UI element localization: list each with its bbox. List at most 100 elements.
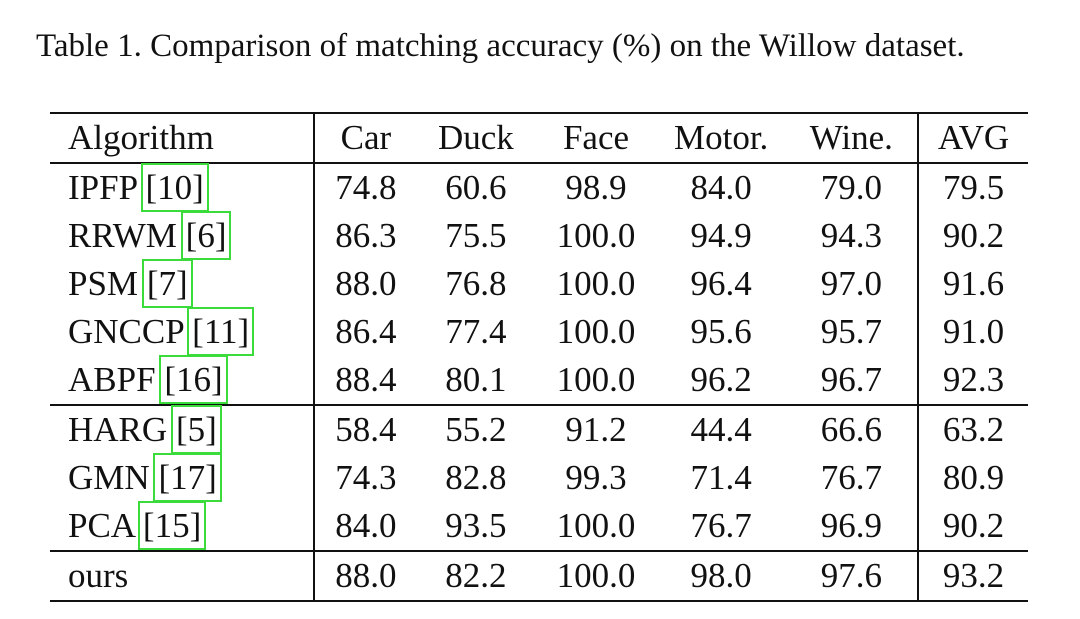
algorithm-name: IPFP [68,168,137,207]
table-group-graph-matching: IPFP [10] 74.8 60.6 98.9 84.0 79.0 79.5 … [50,163,1028,405]
value-cell: 100.0 [556,312,636,351]
table-row: ours 88.0 82.2 100.0 98.0 97.6 93.2 [50,551,1028,601]
table-row: PCA [15] 84.0 93.5 100.0 76.7 96.9 90.2 [50,501,1028,551]
table-row: RRWM [6] 86.3 75.5 100.0 94.9 94.3 90.2 [50,211,1028,260]
algorithm-cell: ours [50,551,316,601]
value-cell: 76.7 [820,458,882,497]
value-cell: 71.4 [690,458,752,497]
citation-link[interactable]: [11] [187,307,255,356]
value-cell: 100.0 [556,216,636,255]
value-cell: 86.4 [335,312,397,351]
algorithm-cell: GMN [17] [50,453,316,502]
value-cell: 58.4 [335,410,397,449]
table-row: PSM [7] 88.0 76.8 100.0 96.4 97.0 91.6 [50,259,1028,308]
table-group-learning: HARG [5] 58.4 55.2 91.2 44.4 66.6 63.2 G… [50,405,1028,551]
value-cell: 80.1 [445,360,507,399]
value-cell: 95.7 [820,312,882,351]
avg-cell: 79.5 [916,163,1028,212]
value-cell: 98.9 [565,168,627,207]
value-cell: 66.6 [820,410,882,449]
value-cell: 97.6 [820,556,882,595]
value-cell: 99.3 [565,458,627,497]
citation-link[interactable]: [7] [141,259,193,308]
value-cell: 82.8 [445,458,507,497]
column-header-car: Car [340,118,392,157]
results-table: Algorithm Car Duck Face Motor. Wine. AVG… [50,112,1028,602]
algorithm-cell: RRWM [6] [50,211,316,260]
value-cell: 100.0 [556,264,636,303]
algorithm-name: ours [68,556,129,595]
value-cell: 94.9 [690,216,752,255]
table-group-ours: ours 88.0 82.2 100.0 98.0 97.6 93.2 [50,551,1028,601]
citation-link[interactable]: [15] [137,501,207,550]
value-cell: 44.4 [690,410,752,449]
value-cell: 96.7 [820,360,882,399]
avg-cell: 91.6 [916,260,1028,308]
citation-link[interactable]: [10] [140,163,209,212]
column-header-face: Face [562,118,630,157]
value-cell: 82.2 [445,556,507,595]
value-cell: 84.0 [690,168,752,207]
citation-link[interactable]: [5] [170,405,222,454]
citation-link[interactable]: [6] [180,211,232,260]
algorithm-name: RRWM [68,216,177,255]
value-cell: 60.6 [445,168,507,207]
algorithm-cell: PSM [7] [50,259,316,308]
table-row: IPFP [10] 74.8 60.6 98.9 84.0 79.0 79.5 [50,163,1028,212]
value-cell: 74.3 [335,458,397,497]
column-header-algorithm: Algorithm [50,113,316,163]
table-row: ABPF [16] 88.4 80.1 100.0 96.2 96.7 92.3 [50,355,1028,405]
algorithm-cell: HARG [5] [50,405,316,454]
algorithm-name: PSM [68,264,139,303]
algorithm-name: HARG [68,410,168,449]
value-cell: 100.0 [556,556,636,595]
citation-link[interactable]: [17] [153,453,222,502]
value-cell: 96.2 [690,360,752,399]
value-cell: 76.7 [690,506,752,545]
table-row: GMN [17] 74.3 82.8 99.3 71.4 76.7 80.9 [50,453,1028,502]
value-cell: 88.0 [335,556,397,595]
avg-cell: 80.9 [916,454,1028,502]
algorithm-cell: GNCCP [11] [50,307,316,356]
table-row: HARG [5] 58.4 55.2 91.2 44.4 66.6 63.2 [50,405,1028,454]
avg-cell: 92.3 [916,356,1028,405]
algorithm-name: GNCCP [68,312,184,351]
value-cell: 74.8 [335,168,397,207]
table-row: GNCCP [11] 86.4 77.4 100.0 95.6 95.7 91.… [50,307,1028,356]
table-header-row: Algorithm Car Duck Face Motor. Wine. AVG [50,113,1028,163]
algorithm-name: GMN [68,458,150,497]
column-header-duck: Duck [438,118,514,157]
algorithm-cell: PCA [15] [50,501,316,551]
algorithm-name: ABPF [68,360,156,399]
citation-link[interactable]: [16] [159,355,228,404]
value-cell: 94.3 [820,216,882,255]
value-cell: 93.5 [445,506,507,545]
table-caption: Table 1. Comparison of matching accuracy… [36,28,965,64]
value-cell: 84.0 [335,506,397,545]
value-cell: 77.4 [445,312,507,351]
value-cell: 88.0 [335,264,397,303]
value-cell: 100.0 [556,506,636,545]
avg-cell: 93.2 [916,551,1028,601]
avg-cell: 63.2 [916,405,1028,454]
value-cell: 95.6 [690,312,752,351]
avg-cell: 90.2 [916,212,1028,260]
algorithm-name: PCA [68,506,135,545]
value-cell: 98.0 [690,556,752,595]
algorithm-cell: IPFP [10] [50,163,316,212]
column-header-avg: AVG [916,113,1028,163]
value-cell: 76.8 [445,264,507,303]
value-cell: 75.5 [445,216,507,255]
algorithm-cell: ABPF [16] [50,355,316,405]
value-cell: 96.9 [820,506,882,545]
value-cell: 88.4 [335,360,397,399]
value-cell: 79.0 [820,168,882,207]
value-cell: 86.3 [335,216,397,255]
value-cell: 100.0 [556,360,636,399]
column-header-wine: Wine. [809,118,893,157]
avg-cell: 91.0 [916,308,1028,356]
value-cell: 96.4 [690,264,752,303]
value-cell: 55.2 [445,410,507,449]
column-header-motor: Motor. [673,118,769,157]
value-cell: 97.0 [820,264,882,303]
